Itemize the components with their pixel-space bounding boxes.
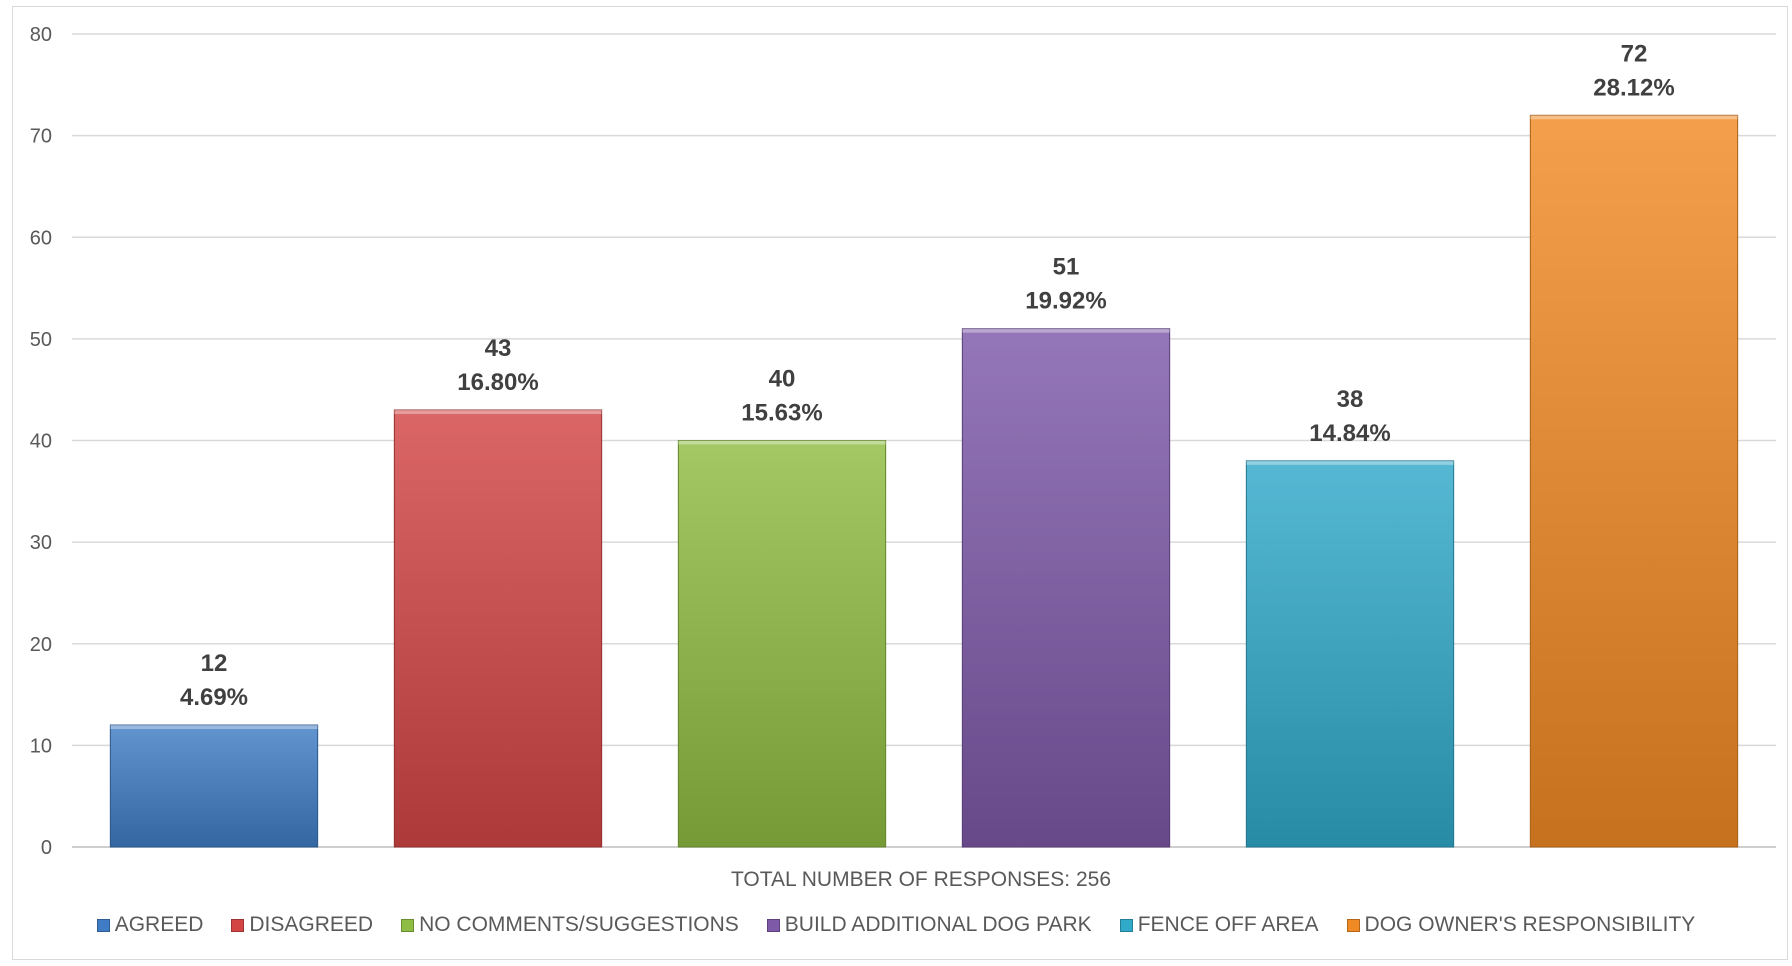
chart-frame xyxy=(12,6,1788,960)
y-tick-label: 40 xyxy=(30,431,52,453)
y-tick-label: 50 xyxy=(30,329,52,351)
y-tick-label: 80 xyxy=(30,24,52,46)
bar-bevel xyxy=(110,725,318,730)
data-label-value: 43 xyxy=(485,335,512,362)
data-labels: 12 4.69% 43 16.80% 40 15.63% 51 19.92% 38 14.84% 7… xyxy=(180,40,1675,711)
y-tick-label: 70 xyxy=(30,126,52,148)
y-tick-label: 60 xyxy=(30,227,52,249)
legend-label: DOG OWNER'S RESPONSIBILITY xyxy=(1364,913,1696,936)
data-label-value: 51 xyxy=(1053,254,1080,281)
legend-item: DISAGREED xyxy=(231,913,373,937)
legend-item: DOG OWNER'S RESPONSIBILITY xyxy=(1346,913,1696,937)
bar-0 xyxy=(109,724,319,848)
legend-swatch xyxy=(766,918,780,932)
legend: AGREED DISAGREED NO COMMENTS/SUGGESTIONS BU… xyxy=(0,913,1792,938)
bar-3 xyxy=(961,328,1171,848)
y-tick-label: 0 xyxy=(41,837,52,859)
bars xyxy=(109,114,1739,848)
legend-label: FENCE OFF AREA xyxy=(1137,913,1319,936)
bar-bevel xyxy=(1246,460,1454,465)
data-label-percent: 16.80% xyxy=(457,369,538,396)
bar-5 xyxy=(1529,114,1739,848)
legend-swatch xyxy=(1119,918,1133,932)
y-tick-label: 30 xyxy=(30,532,52,554)
bar-bevel xyxy=(962,328,1170,333)
legend-swatch xyxy=(96,918,110,932)
data-label-percent: 15.63% xyxy=(741,400,822,427)
y-tick-label: 10 xyxy=(30,735,52,757)
legend-item: BUILD ADDITIONAL DOG PARK xyxy=(766,913,1092,937)
legend-label: AGREED xyxy=(114,913,204,936)
data-label-percent: 19.92% xyxy=(1025,288,1106,315)
data-label-value: 38 xyxy=(1337,386,1364,413)
bar-bevel xyxy=(394,410,602,415)
legend-swatch xyxy=(231,918,245,932)
legend-item: FENCE OFF AREA xyxy=(1119,913,1319,937)
y-tick-label: 20 xyxy=(30,634,52,656)
data-label-value: 40 xyxy=(769,366,796,393)
legend-label: NO COMMENTS/SUGGESTIONS xyxy=(419,913,739,936)
gridlines xyxy=(72,33,1776,848)
legend-item: NO COMMENTS/SUGGESTIONS xyxy=(401,913,739,937)
legend-label: BUILD ADDITIONAL DOG PARK xyxy=(784,913,1092,936)
data-label-percent: 14.84% xyxy=(1309,420,1390,447)
bar-1 xyxy=(393,409,603,848)
y-axis-ticks: 0 10 20 30 40 50 60 70 80 xyxy=(30,24,52,859)
bar-bevel xyxy=(1530,115,1738,120)
bar-4 xyxy=(1245,460,1455,848)
legend-label: DISAGREED xyxy=(249,913,374,936)
legend-item: AGREED xyxy=(96,913,204,937)
legend-swatch xyxy=(1346,918,1360,932)
legend-swatch xyxy=(401,918,415,932)
data-label-percent: 4.69% xyxy=(180,684,248,711)
data-label-value: 72 xyxy=(1621,40,1648,67)
x-axis-label: TOTAL NUMBER OF RESPONSES: 256 xyxy=(731,868,1111,891)
data-label-value: 12 xyxy=(201,650,228,677)
bar-bevel xyxy=(678,440,886,445)
bar-2 xyxy=(677,440,887,848)
data-label-percent: 28.12% xyxy=(1593,74,1674,101)
